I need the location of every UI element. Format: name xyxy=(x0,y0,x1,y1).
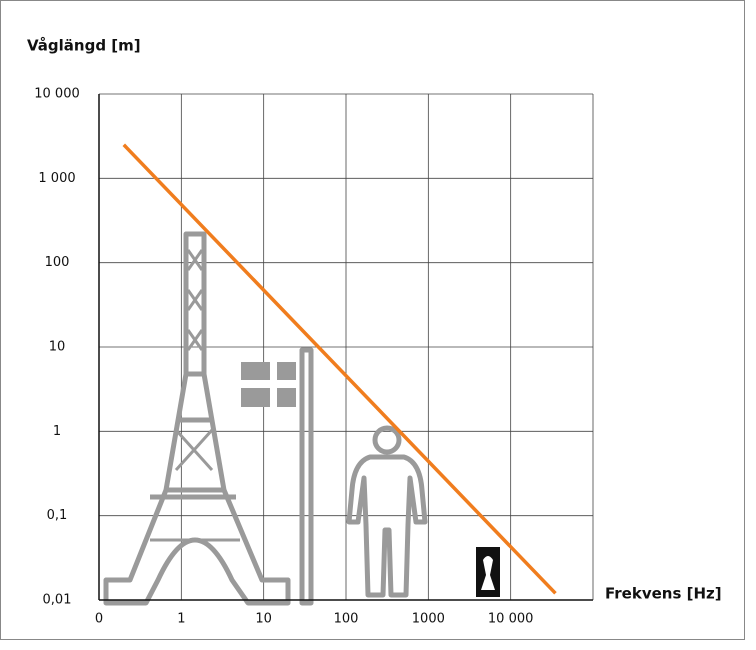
y-tick-label: 10 000 xyxy=(34,87,80,102)
y-tick-label: 0,1 xyxy=(47,508,68,523)
illustrations xyxy=(103,231,500,606)
grid xyxy=(98,93,594,601)
logo-figure xyxy=(481,556,495,590)
data-line xyxy=(122,143,557,595)
y-tick-label: 100 xyxy=(45,255,70,270)
x-tick-label: 1 xyxy=(177,612,185,627)
chart-title: Våglängd [m] xyxy=(27,37,141,55)
x-tick-label: 10 xyxy=(255,612,272,627)
x-axis-label: Frekvens [Hz] xyxy=(605,585,722,603)
person xyxy=(346,425,428,598)
y-tick-label: 1 000 xyxy=(38,171,75,186)
x-tick-label: 0 xyxy=(95,612,103,627)
y-tick-label: 0,01 xyxy=(43,593,72,608)
eiffel-tower xyxy=(103,231,291,606)
x-tick-label: 10 000 xyxy=(488,612,534,627)
y-tick-label: 1 xyxy=(53,424,61,439)
frame xyxy=(0,0,745,640)
flag-pole xyxy=(241,347,314,606)
x-tick-label: 100 xyxy=(334,612,359,627)
x-tick-label: 1000 xyxy=(412,612,445,627)
y-tick-label: 10 xyxy=(49,340,66,355)
